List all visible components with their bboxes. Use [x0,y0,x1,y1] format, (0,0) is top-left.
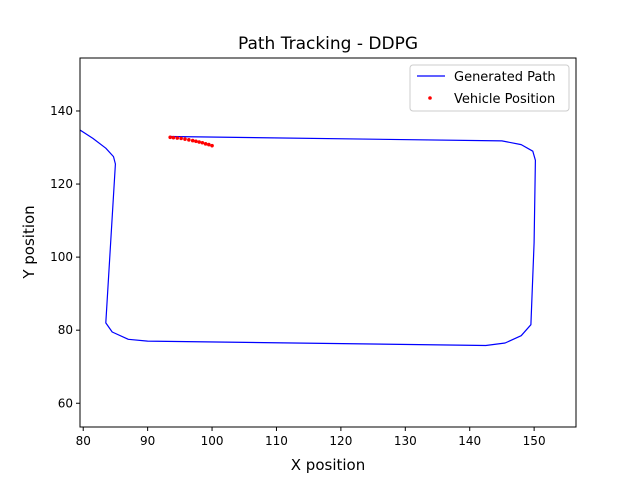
vehicle-position-point [190,138,195,143]
vehicle-position-point [200,140,205,145]
axes-frame [79,57,577,428]
plot-area [79,57,577,428]
x-tick-label: 80 [76,434,91,448]
axes-background [80,58,576,427]
legend: Generated Path Vehicle Position [409,64,570,112]
generated-path-line [80,129,537,347]
vehicle-position-point [197,140,201,144]
vehicle-position-point [183,137,187,141]
y-tick-label: 60 [58,396,73,410]
vehicle-position-point [207,142,211,147]
vehicle-position-point [210,143,214,148]
vehicle-position-point [187,138,191,142]
vehicle-position-point [203,142,208,146]
y-tick-label: 100 [50,250,73,264]
x-tick-label: 110 [265,434,288,448]
vehicle-position-point [168,135,172,140]
y-axis-label: Y position [20,205,38,279]
chart-title: Path Tracking - DDPG [238,34,418,54]
y-tick-label: 120 [50,177,73,191]
y-tick-label: 80 [58,323,73,337]
vehicle-position-point [194,139,198,144]
x-tick-label: 150 [523,434,546,448]
vehicle-position-point [171,135,176,140]
x-tick-label: 120 [329,434,352,448]
y-tick-label: 140 [50,104,73,118]
series-layer [80,129,537,347]
vehicle-position-point [175,136,180,140]
legend-label-vehicle-position: Vehicle Position [454,92,555,107]
x-axis-ticks: 80 90 100 110 120 130 140 150 [76,427,546,448]
x-tick-label: 100 [201,434,224,448]
legend-box [409,64,570,112]
x-tick-label: 130 [394,434,417,448]
x-tick-label: 140 [458,434,481,448]
y-axis-ticks: 60 80 100 120 140 [50,104,80,410]
x-axis-label: X position [291,456,365,474]
vehicle-position-point [179,136,183,141]
legend-marker-vehicle-position [428,96,432,100]
x-tick-label: 90 [140,434,155,448]
legend-label-generated-path: Generated Path [454,70,556,85]
